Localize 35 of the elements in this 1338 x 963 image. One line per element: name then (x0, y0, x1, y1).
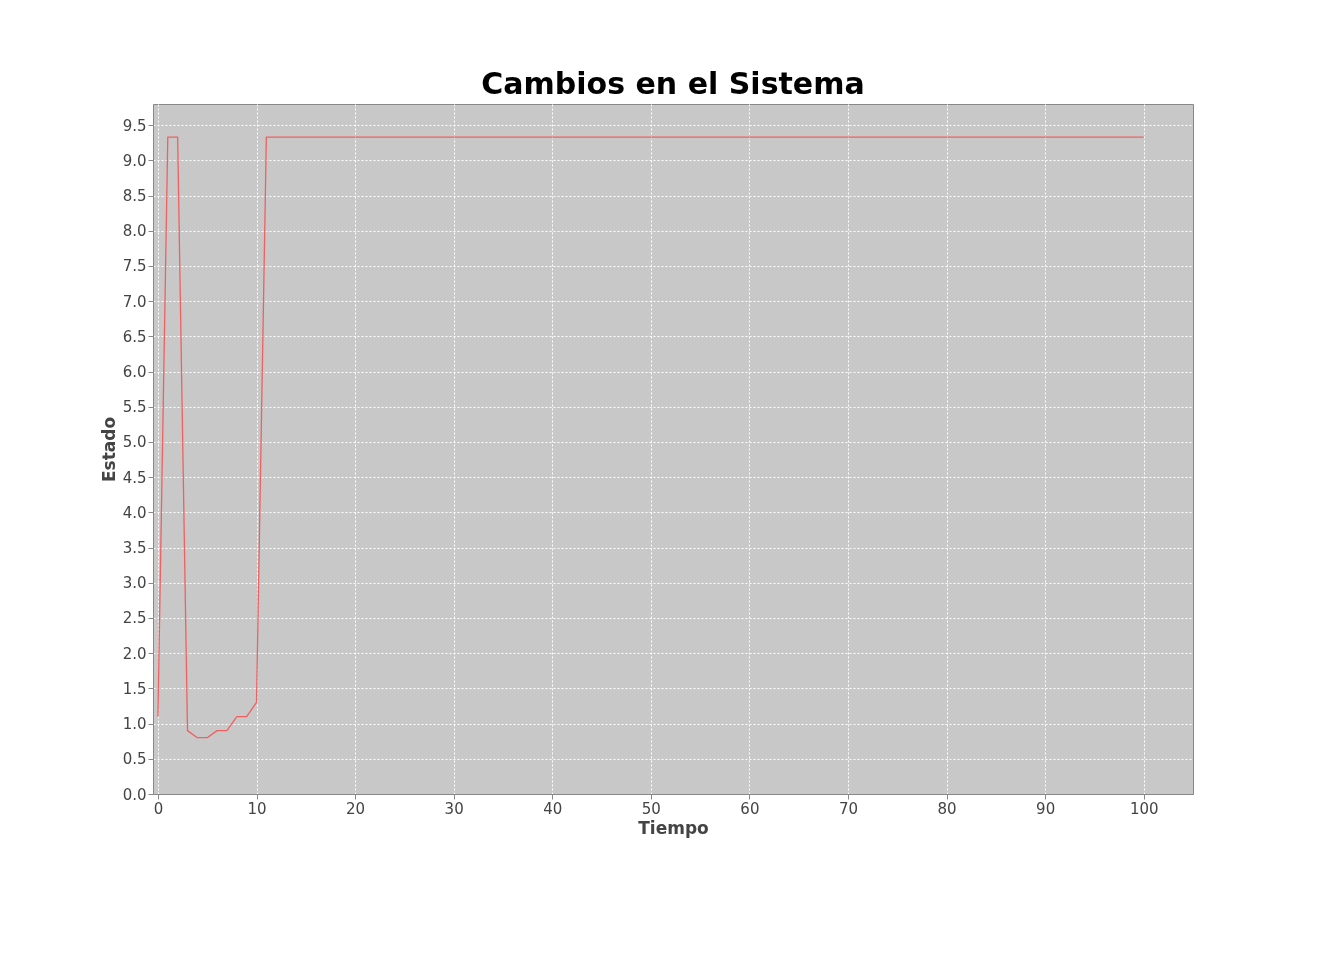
y-tick-label: 1.5 (122, 679, 147, 698)
y-tick-label: 9.5 (122, 116, 147, 135)
x-tick-label: 10 (247, 799, 267, 818)
y-tick-label: 4.5 (122, 468, 147, 487)
y-tick-label: 5.0 (122, 433, 147, 452)
x-tick-label: 20 (346, 799, 366, 818)
y-tick-label: 7.5 (122, 257, 147, 276)
chart-title: Cambios en el Sistema (481, 66, 865, 101)
line-series (157, 136, 1145, 739)
y-tick-label: 1.0 (122, 715, 147, 734)
y-tick-label: 2.5 (122, 609, 147, 628)
y-tick-label: 8.5 (122, 187, 147, 206)
y-tick-label: 5.5 (122, 398, 147, 417)
y-tick-label: 0.0 (122, 785, 147, 804)
y-tick-label: 8.0 (122, 222, 147, 241)
x-tick-label: 100 (1129, 799, 1159, 818)
y-tick-label: 6.5 (122, 327, 147, 346)
x-tick-label: 60 (740, 799, 760, 818)
x-tick-label: 40 (543, 799, 563, 818)
y-tick-label: 3.0 (122, 574, 147, 593)
x-tick-label: 80 (937, 799, 957, 818)
y-tick-label: 0.5 (122, 750, 147, 769)
x-tick-label: 90 (1036, 799, 1056, 818)
x-tick-label: 70 (838, 799, 859, 818)
x-tick-label: 30 (444, 799, 464, 818)
y-tick-label: 9.0 (122, 151, 147, 170)
y-tick-label: 3.5 (122, 539, 147, 558)
y-tick-label: 2.0 (122, 644, 147, 663)
y-axis-title: Estado (98, 416, 119, 483)
y-tick-label: 4.0 (122, 503, 147, 522)
x-axis-title: Tiempo (638, 817, 709, 838)
x-tick-label: 0 (153, 799, 164, 818)
y-tick-label: 7.0 (122, 292, 147, 311)
x-tick-label: 50 (641, 799, 661, 818)
y-tick-label: 6.0 (122, 363, 147, 382)
